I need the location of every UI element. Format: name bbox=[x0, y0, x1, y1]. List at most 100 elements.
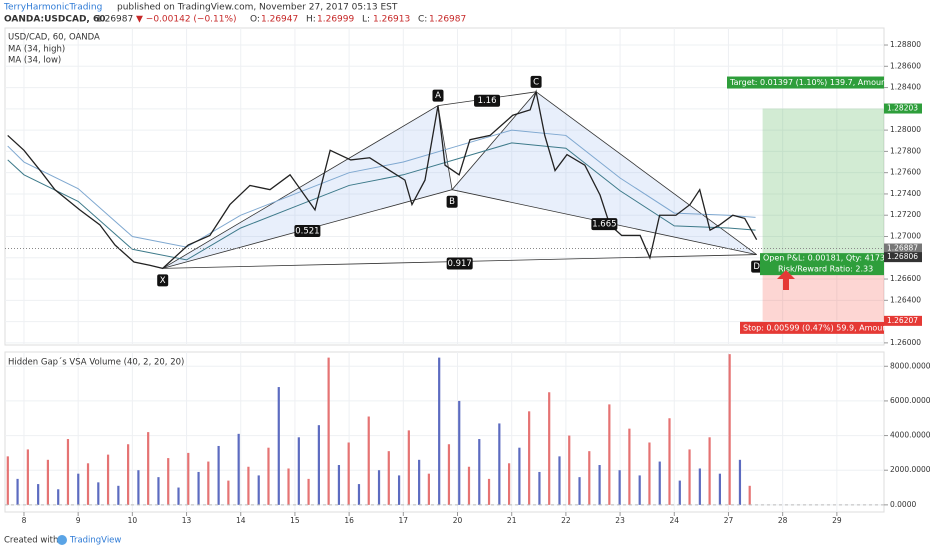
volume-bar bbox=[197, 471, 200, 505]
volume-bar bbox=[327, 357, 330, 505]
volume-bar bbox=[718, 473, 721, 505]
ratio-label-box bbox=[446, 257, 473, 270]
legend-entry: MA (34, high) bbox=[8, 45, 65, 55]
volume-bar bbox=[177, 487, 180, 505]
stop-text: Stop: 0.00599 (0.47%) 59.9, Amount bbox=[743, 323, 891, 332]
y-tick-label: 1.26400 bbox=[890, 295, 921, 304]
volume-bar bbox=[728, 354, 731, 505]
volume-bar bbox=[46, 459, 50, 505]
ohlc-value: 1.26913 bbox=[373, 15, 410, 25]
x-tick-label: 22 bbox=[561, 516, 571, 525]
volume-bar bbox=[367, 416, 370, 505]
y-tick-label: 6000.0000 bbox=[890, 396, 931, 405]
x-tick-label: 28 bbox=[778, 516, 788, 525]
y-tick-label: 1.27200 bbox=[890, 210, 921, 219]
x-tick-label: 13 bbox=[182, 516, 192, 525]
footer-created: Created with bbox=[4, 536, 58, 546]
pattern-point-label-box bbox=[446, 195, 458, 208]
volume-bar bbox=[538, 471, 541, 505]
target-zone bbox=[762, 108, 884, 258]
y-tick-label: 1.28000 bbox=[890, 125, 921, 134]
volume-bar bbox=[357, 484, 361, 505]
volume-bar bbox=[608, 404, 611, 505]
pattern-point-label: D bbox=[753, 262, 760, 272]
pattern-point-label-box bbox=[157, 274, 169, 287]
change: ▼ −0.00142 (−0.11%) bbox=[136, 15, 237, 25]
footer-brand[interactable]: TradingView bbox=[69, 536, 121, 546]
volume-bar bbox=[658, 461, 661, 505]
volume-bar bbox=[487, 478, 491, 505]
volume-bar bbox=[307, 478, 310, 505]
ohlc-value: 1.26947 bbox=[261, 15, 298, 25]
ratio-label-box bbox=[474, 94, 501, 107]
arrow bbox=[777, 270, 795, 290]
volume-bar bbox=[698, 468, 701, 505]
ohlc-key: O: bbox=[250, 15, 260, 25]
volume-bar bbox=[668, 418, 671, 505]
volume-bar bbox=[257, 475, 260, 505]
volume-bar bbox=[688, 449, 691, 505]
pnl-text: Open P&L: 0.00181, Qty: 41736 bbox=[763, 254, 890, 263]
x-tick-label: 10 bbox=[128, 516, 138, 525]
ma-line bbox=[7, 129, 756, 248]
ratio-label: 1.16 bbox=[478, 96, 497, 106]
x-tick-label: 29 bbox=[832, 516, 842, 525]
volume-bar bbox=[157, 477, 160, 505]
legend-entry: MA (34, low) bbox=[8, 56, 61, 66]
volume-bar bbox=[267, 447, 270, 505]
y-tick-label: 8000.0000 bbox=[890, 361, 931, 370]
volume-title: Hidden Gap´s VSA Volume (40, 2, 20, 20) bbox=[8, 357, 184, 368]
volume-bar bbox=[738, 459, 742, 505]
x-tick-label: 14 bbox=[236, 516, 246, 525]
volume-bar bbox=[347, 442, 350, 505]
volume-bar bbox=[97, 482, 100, 505]
volume-bar bbox=[16, 478, 19, 505]
volume-bar bbox=[57, 489, 60, 505]
x-tick-label: 17 bbox=[399, 516, 409, 525]
rr-text: Risk/Reward Ratio: 2.33 bbox=[778, 265, 873, 274]
volume-bar bbox=[397, 475, 401, 505]
volume-bar bbox=[638, 475, 641, 505]
volume-bar bbox=[86, 463, 90, 505]
ma-line bbox=[7, 142, 756, 261]
volume-bar bbox=[678, 480, 681, 505]
volume-bar bbox=[748, 485, 751, 505]
footer: Created with TradingView bbox=[4, 535, 121, 546]
price-pane bbox=[4, 27, 885, 346]
pattern-point-label: C bbox=[533, 77, 539, 87]
volume-bar bbox=[37, 484, 40, 505]
ohlc-key: L: bbox=[362, 15, 370, 25]
published: published on TradingView.com, November 2… bbox=[117, 3, 398, 13]
axis-target: 1.28203 bbox=[887, 104, 918, 113]
ratio-label: 0.917 bbox=[448, 259, 472, 269]
y-tick-label: 1.27600 bbox=[890, 168, 921, 177]
x-tick-label: 9 bbox=[76, 516, 81, 525]
symbol: OANDA:USDCAD, 60 bbox=[4, 15, 106, 25]
volume-bar bbox=[447, 444, 451, 505]
volume-bar bbox=[648, 442, 651, 505]
volume-bar bbox=[317, 425, 320, 505]
volume-bar bbox=[77, 473, 80, 505]
x-tick-label: 8 bbox=[22, 516, 27, 525]
y-tick-label: 1.26000 bbox=[890, 338, 921, 347]
volume-bar bbox=[227, 480, 230, 505]
volume-pane bbox=[4, 351, 885, 513]
y-tick-label: 4000.0000 bbox=[890, 431, 931, 440]
publisher[interactable]: TerryHarmonicTrading bbox=[3, 3, 102, 13]
pattern-point-label: X bbox=[160, 276, 166, 286]
axis-stop: 1.26207 bbox=[887, 316, 918, 325]
y-tick-label: 1.27400 bbox=[890, 189, 921, 198]
volume-bar bbox=[558, 456, 561, 505]
volume-bar bbox=[618, 470, 621, 505]
target-text: Target: 0.01397 (1.10%) 139.7, Amount: bbox=[729, 78, 892, 87]
volume-bar bbox=[407, 430, 410, 505]
volume-bar bbox=[588, 451, 591, 505]
axis-last-box bbox=[884, 243, 922, 254]
price-line bbox=[7, 89, 758, 270]
ohlc-key: H: bbox=[306, 15, 316, 25]
volume-bar bbox=[66, 439, 70, 505]
volume-bar bbox=[467, 466, 471, 505]
y-tick-label: 1.26600 bbox=[890, 274, 921, 283]
volume-bar bbox=[528, 411, 531, 505]
volume-bar bbox=[518, 447, 521, 505]
